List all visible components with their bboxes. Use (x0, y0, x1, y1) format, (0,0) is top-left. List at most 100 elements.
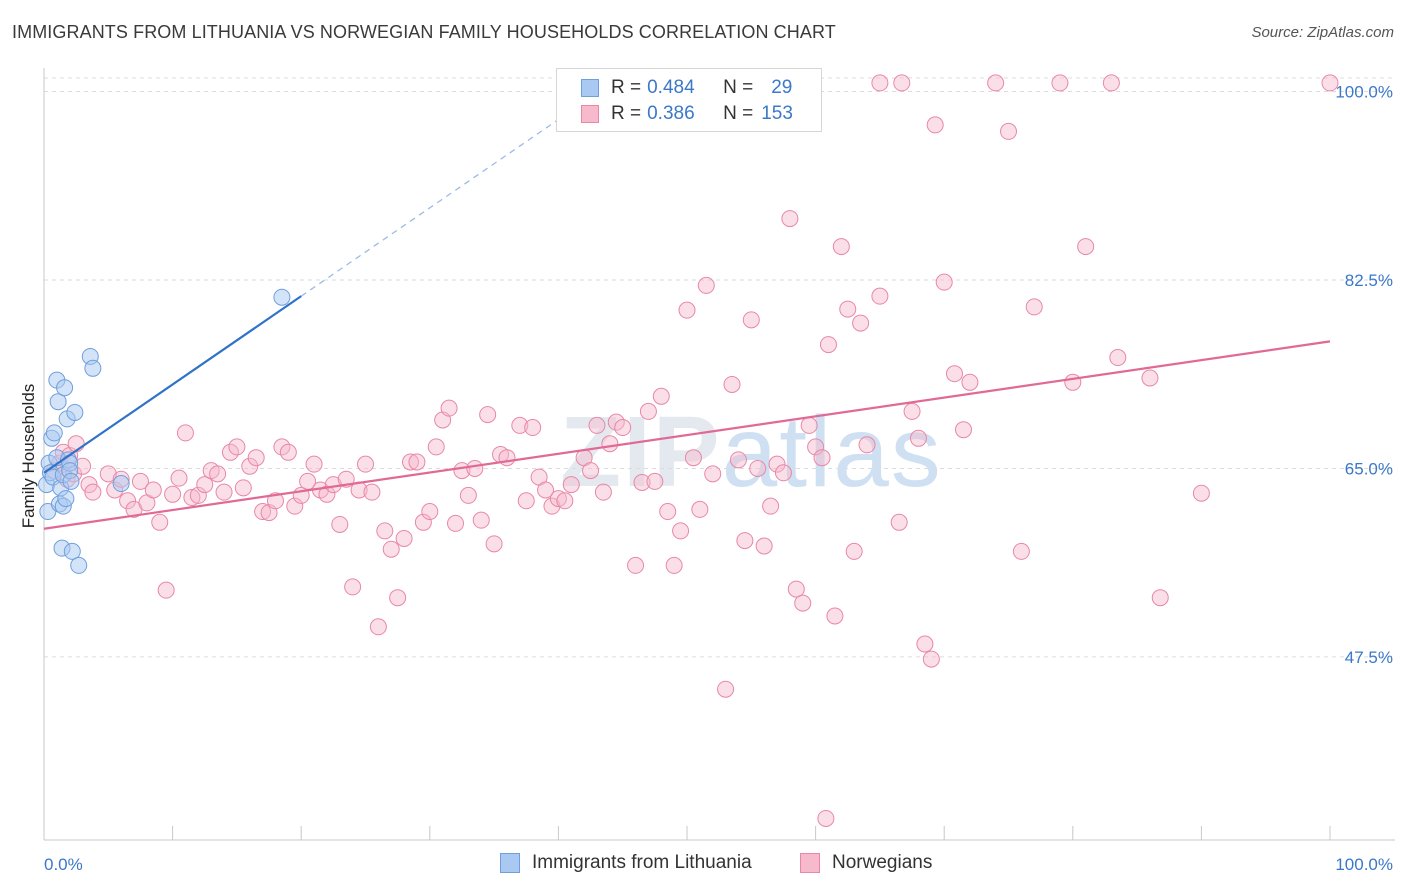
lithuania-point (62, 472, 80, 490)
norwegians-point (408, 453, 426, 471)
norwegians-point (241, 457, 259, 475)
norwegians-point (717, 680, 735, 698)
norwegians-point (228, 438, 246, 456)
norwegians-point (813, 449, 831, 467)
norwegians-point (1102, 74, 1120, 92)
norwegians-point (909, 429, 927, 447)
lithuania-point (70, 556, 88, 574)
norwegians-point (691, 500, 709, 518)
norwegians-point (684, 449, 702, 467)
norwegians-point (672, 522, 690, 540)
y-tick-label: 47.5% (1345, 648, 1393, 667)
norwegians-point (1025, 298, 1043, 316)
norwegians-point (485, 535, 503, 553)
norwegians-point (286, 497, 304, 515)
lithuania-points (38, 288, 291, 574)
axes (43, 68, 1395, 841)
norwegians-point (594, 483, 612, 501)
norwegians-point (755, 537, 773, 555)
norwegians-point (402, 453, 420, 471)
lithuania-trend-line (43, 295, 302, 474)
norwegians-point (1151, 589, 1169, 607)
norwegians-point (562, 476, 580, 494)
norwegians-point (794, 594, 812, 612)
norwegians-point (852, 314, 870, 332)
x-tick-label: 0.0% (44, 855, 83, 874)
norwegians-point (183, 489, 201, 507)
norwegians-point (704, 465, 722, 483)
norwegians-point (1000, 122, 1017, 140)
norwegians-point (787, 580, 805, 598)
norwegians-point (954, 421, 972, 439)
norwegians-point (151, 513, 169, 531)
norwegians-point (363, 483, 381, 501)
series-swatch-lithuania (500, 853, 520, 873)
chart-source: Source: ZipAtlas.com (1251, 24, 1394, 41)
norwegians-point (678, 301, 696, 319)
norwegians-point (627, 556, 645, 574)
y-axis-label: Family Households (19, 384, 38, 529)
legend-swatch-lithuania (581, 79, 599, 97)
lithuania-point (57, 490, 75, 508)
norwegians-point (131, 472, 149, 490)
legend-row-lithuania: R = 0.484 N = 29 (581, 76, 792, 100)
norwegians-point (819, 336, 837, 354)
norwegians-point (1321, 74, 1339, 92)
tick-labels: 47.5% 65.0% 82.5% 100.0% 0.0% 100.0% (44, 83, 1393, 874)
norwegians-point (164, 485, 182, 503)
norwegians-point (344, 578, 362, 596)
norwegians-point (511, 416, 529, 434)
norwegians-point (916, 635, 934, 653)
x-tick-label: 100.0% (1335, 855, 1393, 874)
norwegians-point (945, 365, 963, 383)
trend-lines (43, 74, 1331, 530)
norwegians-point (357, 455, 374, 473)
norwegians-point (421, 503, 439, 521)
norwegians-point (817, 809, 835, 827)
norwegians-point (588, 416, 606, 434)
norwegians-point (196, 476, 214, 494)
norwegians-point (440, 399, 458, 417)
series-legend-norwegians[interactable]: Norwegians (800, 852, 932, 874)
legend-n-label: N = (723, 77, 754, 98)
norwegians-point (665, 556, 683, 574)
norwegians-point (459, 486, 477, 504)
norwegians-point (729, 451, 747, 469)
norwegians-point (266, 492, 284, 510)
norwegians-point (305, 455, 323, 473)
norwegians-point (67, 435, 85, 453)
norwegians-point (331, 515, 349, 533)
lithuania-point (84, 359, 102, 377)
norwegians-point (926, 116, 944, 134)
norwegians-point (749, 459, 767, 477)
lithuania-point (56, 379, 74, 397)
norwegians-point (633, 473, 651, 491)
norwegians-point (472, 511, 490, 529)
series-legend: Immigrants from Lithuania Norwegians (0, 852, 1406, 878)
norwegians-point (646, 472, 664, 490)
legend-row-norwegians: R = 0.386 N = 153 (581, 102, 793, 126)
norwegians-point (659, 503, 677, 521)
norwegians-point (723, 375, 741, 393)
norwegians-point (427, 438, 445, 456)
norwegians-point (1012, 542, 1030, 560)
norwegians-point (549, 490, 567, 508)
series-legend-lithuania[interactable]: Immigrants from Lithuania (500, 852, 752, 874)
norwegians-point (807, 438, 825, 456)
norwegians-point (1051, 74, 1069, 92)
legend-r-label: R = (611, 103, 642, 124)
norwegians-point (254, 503, 272, 521)
norwegians-point (556, 492, 574, 510)
norwegians-point (99, 465, 117, 483)
norwegians-point (215, 483, 233, 501)
norwegians-point (922, 650, 940, 668)
legend-n-value: 29 (771, 77, 793, 98)
series-label-norwegians: Norwegians (832, 852, 933, 873)
norwegians-point (832, 238, 850, 256)
norwegians-point (382, 540, 400, 558)
norwegians-point (466, 459, 484, 477)
norwegians-point (395, 529, 413, 547)
lithuania-point (273, 288, 291, 306)
norwegians-point (144, 481, 162, 499)
norwegians-point (176, 424, 194, 442)
